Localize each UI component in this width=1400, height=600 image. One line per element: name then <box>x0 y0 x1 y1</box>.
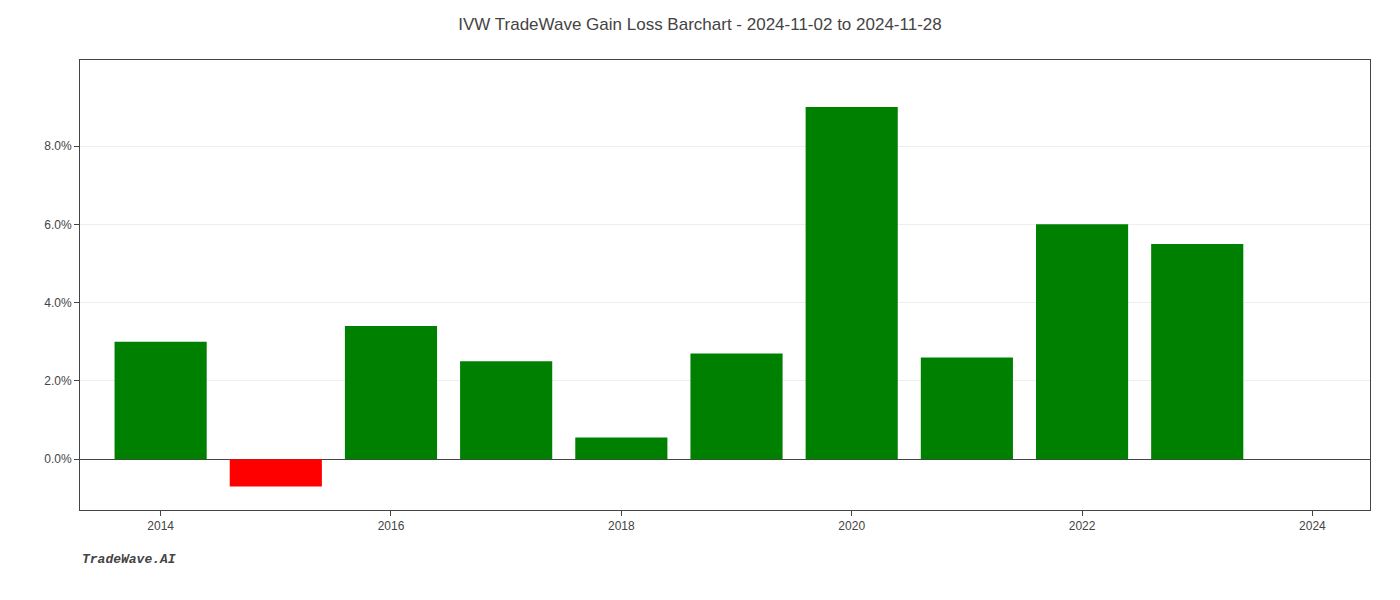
svg-text:2018: 2018 <box>608 519 635 533</box>
svg-text:2016: 2016 <box>378 519 405 533</box>
svg-text:2020: 2020 <box>838 519 865 533</box>
svg-text:0.0%: 0.0% <box>44 452 72 466</box>
svg-text:2022: 2022 <box>1069 519 1096 533</box>
svg-text:IVW TradeWave Gain Loss Barcha: IVW TradeWave Gain Loss Barchart - 2024-… <box>458 15 942 34</box>
svg-text:2024: 2024 <box>1299 519 1326 533</box>
svg-text:4.0%: 4.0% <box>44 296 72 310</box>
svg-text:2.0%: 2.0% <box>44 374 72 388</box>
svg-text:2014: 2014 <box>147 519 174 533</box>
svg-text:6.0%: 6.0% <box>44 218 72 232</box>
svg-text:TradeWave.AI: TradeWave.AI <box>82 552 176 567</box>
svg-text:8.0%: 8.0% <box>44 139 72 153</box>
